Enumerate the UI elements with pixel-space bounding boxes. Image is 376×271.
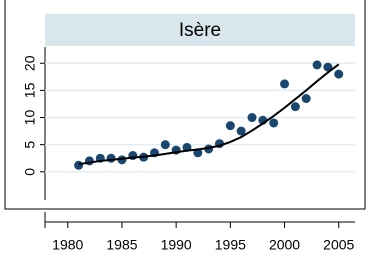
data-point	[312, 60, 322, 70]
data-point	[225, 121, 235, 131]
y-tick-label: 10	[22, 110, 38, 126]
x-tick-label: 1990	[161, 237, 192, 253]
data-point	[280, 79, 290, 89]
data-point	[84, 156, 94, 166]
fit-line	[78, 63, 340, 166]
data-point	[301, 94, 311, 104]
x-tick-label: 1980	[52, 237, 83, 253]
data-point	[106, 153, 116, 163]
x-tick-label: 1985	[106, 237, 137, 253]
data-point	[247, 113, 257, 123]
data-point	[160, 140, 170, 150]
y-tick-label: 0	[22, 168, 38, 176]
data-point	[334, 69, 344, 79]
data-point	[269, 118, 279, 128]
title-band	[45, 14, 355, 46]
data-point	[323, 62, 333, 72]
chart-title: Isère	[179, 20, 221, 41]
x-tick-label: 2000	[269, 237, 300, 253]
y-tick-label: 5	[22, 141, 38, 149]
y-tick-label: 20	[22, 55, 38, 71]
y-tick-label: 15	[22, 82, 38, 98]
plot-frame	[4, 0, 366, 210]
x-tick-label: 2005	[323, 237, 354, 253]
data-point	[74, 160, 84, 170]
data-point	[236, 126, 246, 136]
x-tick-label: 1995	[215, 237, 246, 253]
data-point	[290, 102, 300, 112]
